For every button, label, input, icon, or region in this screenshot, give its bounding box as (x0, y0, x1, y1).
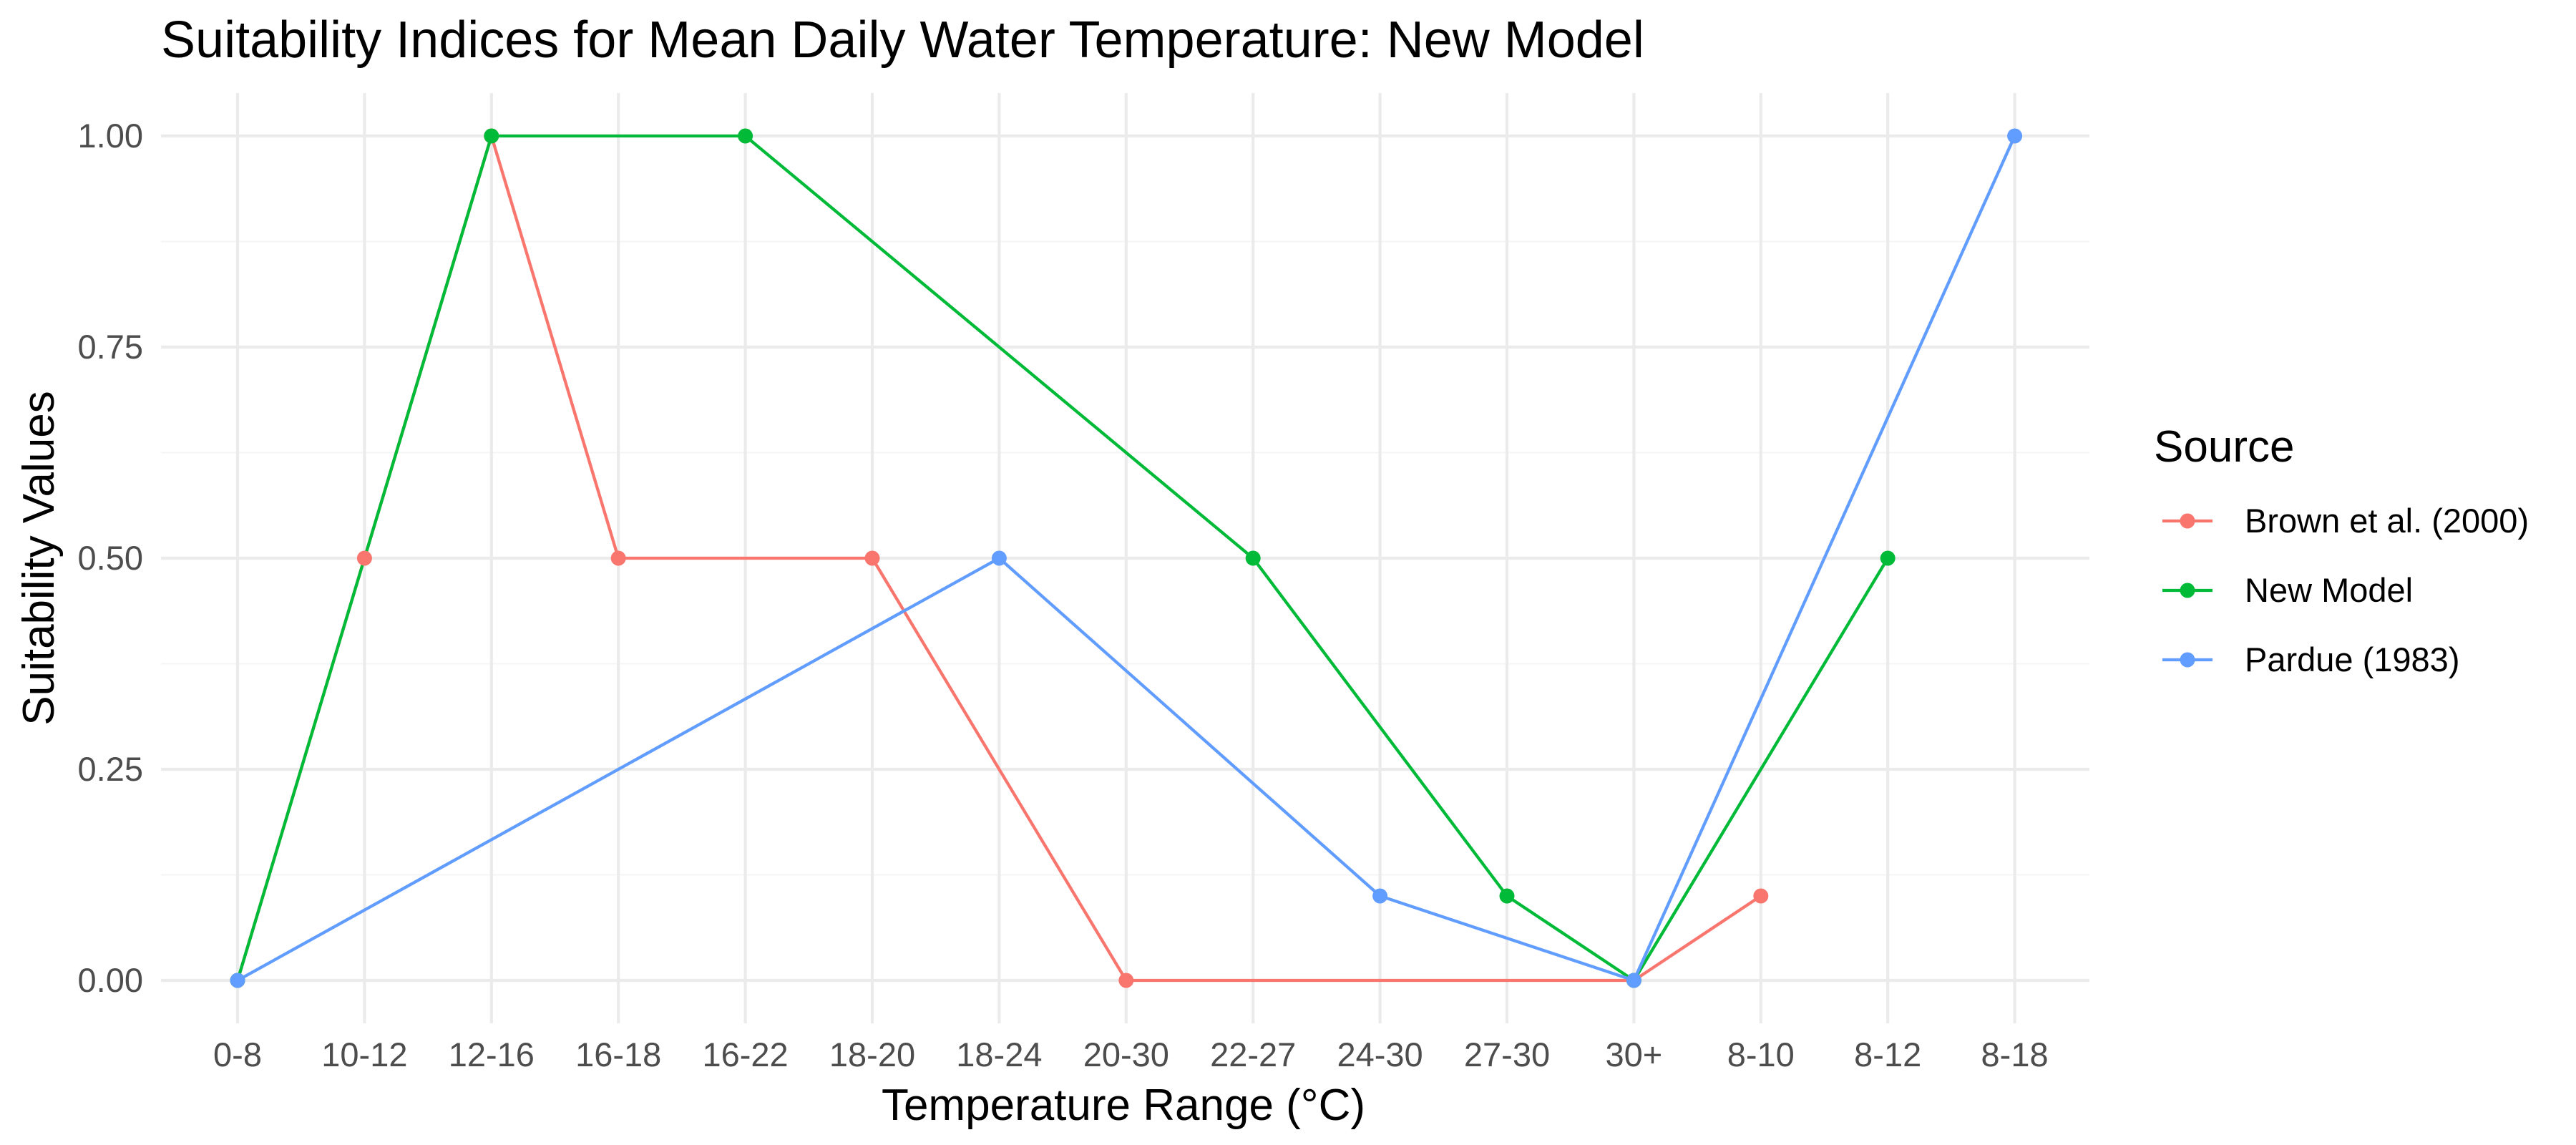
x-tick-label: 0-8 (213, 1036, 262, 1073)
y-tick-label: 1.00 (78, 117, 143, 155)
data-point (1880, 550, 1896, 566)
legend-key-point (2180, 652, 2195, 668)
x-tick-label: 30+ (1606, 1036, 1663, 1073)
y-tick-label: 0.50 (78, 539, 143, 577)
data-point (864, 550, 880, 566)
chart-title: Suitability Indices for Mean Daily Water… (161, 11, 1644, 69)
y-axis-title: Suitability Values (14, 391, 64, 726)
x-tick-label: 18-24 (956, 1036, 1042, 1073)
x-tick-label: 8-12 (1854, 1036, 1921, 1073)
data-point (738, 128, 753, 144)
x-axis-ticks: 0-8 10-12 12-16 16-18 16-22 18-20 18-24 20-30 22… (213, 1036, 2049, 1073)
data-point (991, 550, 1007, 566)
data-point (1245, 550, 1261, 566)
data-point (1626, 973, 1641, 988)
legend-item: Pardue (1983) (2162, 640, 2459, 678)
y-tick-label: 0.00 (78, 961, 143, 999)
data-point (484, 128, 499, 144)
x-tick-label: 16-18 (575, 1036, 661, 1073)
x-tick-label: 10-12 (321, 1036, 407, 1073)
data-point (1372, 888, 1388, 904)
data-point (1499, 888, 1515, 904)
data-point (356, 550, 372, 566)
x-tick-label: 20-30 (1083, 1036, 1169, 1073)
y-tick-label: 0.25 (78, 750, 143, 788)
x-tick-label: 8-10 (1727, 1036, 1795, 1073)
x-tick-label: 12-16 (449, 1036, 535, 1073)
legend-title: Source (2154, 422, 2294, 472)
legend: Source Brown et al. (2000) New Model Pardu… (2154, 422, 2529, 678)
legend-item: New Model (2162, 571, 2413, 609)
legend-item: Brown et al. (2000) (2162, 502, 2529, 540)
legend-label: Pardue (1983) (2245, 640, 2459, 678)
plot-points (230, 128, 2023, 988)
x-tick-label: 16-22 (702, 1036, 788, 1073)
x-tick-label: 18-20 (829, 1036, 915, 1073)
x-tick-label: 24-30 (1337, 1036, 1423, 1073)
y-axis-ticks: 0.00 0.25 0.50 0.75 1.00 (78, 117, 143, 999)
x-tick-label: 27-30 (1464, 1036, 1550, 1073)
data-point (1118, 973, 1134, 988)
legend-label: Brown et al. (2000) (2245, 502, 2529, 540)
legend-items: Brown et al. (2000) New Model Pardue (1983… (2162, 502, 2529, 678)
plot-grid (161, 93, 2089, 1023)
data-point (610, 550, 626, 566)
data-point (1753, 888, 1769, 904)
data-point (230, 973, 245, 988)
legend-key-point (2180, 513, 2195, 529)
x-axis-title: Temperature Range (°C) (882, 1081, 1365, 1130)
data-point (2007, 128, 2023, 144)
x-tick-label: 22-27 (1210, 1036, 1296, 1073)
y-tick-label: 0.75 (78, 328, 143, 366)
x-tick-label: 8-18 (1981, 1036, 2049, 1073)
legend-key-point (2180, 583, 2195, 598)
legend-label: New Model (2245, 571, 2413, 609)
